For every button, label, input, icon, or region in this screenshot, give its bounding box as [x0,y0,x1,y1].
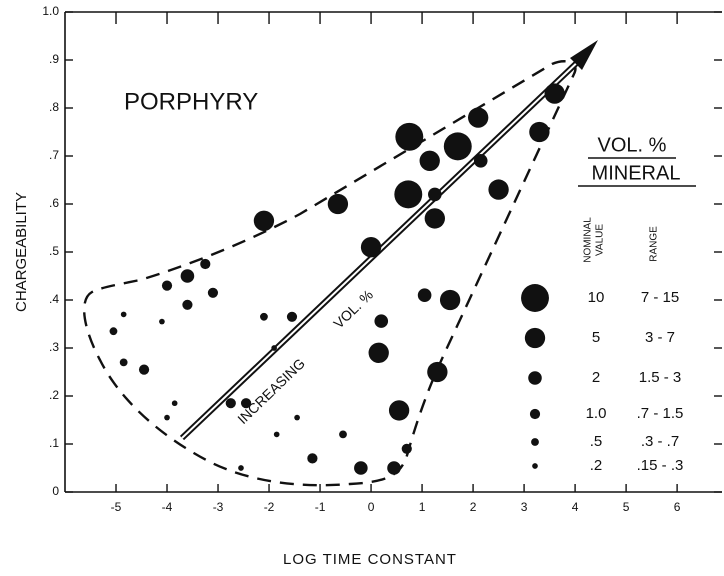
bubble [354,461,368,475]
bubble [327,193,349,215]
legend-nominal: 5 [592,329,600,346]
y-tick-label: .3 [49,340,59,354]
x-tick-label: 4 [572,500,579,514]
legend-range: 3 - 7 [645,329,675,346]
bubble [161,280,173,291]
legend-header: NOMINAL [583,217,594,263]
bubble [544,83,565,104]
y-tick-label: 0 [52,484,59,498]
y-tick-label: .7 [49,148,59,162]
legend-range: .3 - .7 [641,433,679,450]
legend-nominal: 1.0 [586,405,607,422]
bubble [164,414,170,421]
bubble [225,398,236,409]
bubble [401,443,412,454]
y-tick-label: .5 [49,244,59,258]
bubble [443,132,472,161]
y-tick-label: .2 [49,388,59,402]
legend-range: 1.5 - 3 [639,369,682,386]
bubble [260,312,268,321]
legend-range: .15 - .3 [637,457,684,474]
legend-header: VALUE [595,224,606,256]
x-tick-label: -2 [264,500,275,514]
legend-nominal: .5 [590,433,603,450]
y-axis-title: CHARGEABILITY [13,192,30,312]
bubble [374,314,389,328]
legend-bubble [532,463,538,469]
legend-range: .7 - 1.5 [637,405,684,422]
bubble [159,318,165,325]
bubble [271,345,277,351]
bubble [119,358,128,367]
bubble [307,453,318,464]
x-tick-label: 0 [368,500,375,514]
bubble [273,431,280,438]
bubble [428,187,442,202]
bubble [473,154,488,168]
bubble [138,364,150,375]
bubble [240,398,252,409]
legend-bubble [529,408,541,420]
bubble [387,461,401,475]
x-tick-label: 5 [623,500,630,514]
y-tick-label: .9 [49,52,59,66]
bubble [120,311,127,318]
y-tick-label: .1 [49,436,59,450]
bubble [286,311,298,322]
bubble [388,400,410,421]
legend-nominal: 2 [592,369,600,386]
bubble [182,299,193,310]
bubble [109,327,118,336]
x-tick-label: 2 [470,500,477,514]
bubble [529,121,550,143]
bubble [417,288,432,302]
y-tick-label: .8 [49,100,59,114]
x-tick-label: -1 [315,500,326,514]
bubble [339,430,347,439]
bubble [427,361,448,383]
porphyry-label: PORPHYRY [124,88,258,115]
legend-nominal: .2 [590,457,603,474]
bubble [294,414,300,421]
y-tick-label: .6 [49,196,59,210]
x-axis-title: LOG TIME CONSTANT [283,551,457,568]
bubble [488,179,509,200]
x-tick-label: 6 [674,500,681,514]
arrow-shaft-inner [181,55,585,439]
legend-title: MINERAL [592,162,681,184]
legend-bubble [521,284,549,312]
bubble [468,107,489,128]
x-tick-label: 3 [521,500,528,514]
bubble [395,122,424,151]
x-tick-label: -4 [162,500,173,514]
x-tick-label: 1 [419,500,426,514]
bubble [360,237,382,258]
legend-header: RANGE [649,226,660,262]
x-tick-label: -3 [213,500,224,514]
bubble [368,342,389,363]
x-tick-label: -5 [111,500,122,514]
bubble [394,180,423,209]
legend-bubble [528,371,542,385]
bubble [424,208,445,229]
legend-nominal: 10 [588,289,605,306]
legend-title: VOL. % [598,134,667,156]
bubble [171,400,178,407]
bubble [200,258,211,270]
bubble [253,210,275,231]
legend-bubble [524,327,546,349]
arrow-head [570,40,598,70]
bubble [419,150,440,171]
bubble [439,289,461,311]
legend-range: 7 - 15 [641,289,679,306]
bubble [180,269,195,283]
legend-bubble [531,438,539,446]
y-tick-label: .4 [49,292,59,306]
bubble [207,287,219,298]
y-tick-label: 1.0 [42,4,59,18]
envelope [83,60,577,487]
bubble [238,465,244,471]
